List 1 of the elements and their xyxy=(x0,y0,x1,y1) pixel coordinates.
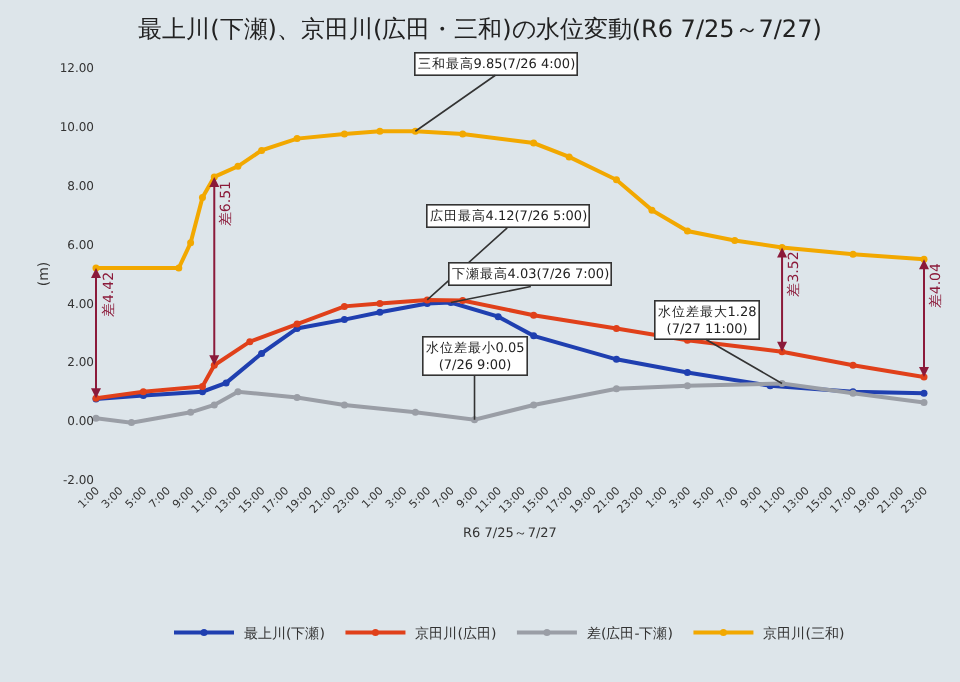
chart-title: 最上川(下瀬)、京田川(広田・三和)の水位変動(R6 7/25～7/27) xyxy=(138,15,822,44)
